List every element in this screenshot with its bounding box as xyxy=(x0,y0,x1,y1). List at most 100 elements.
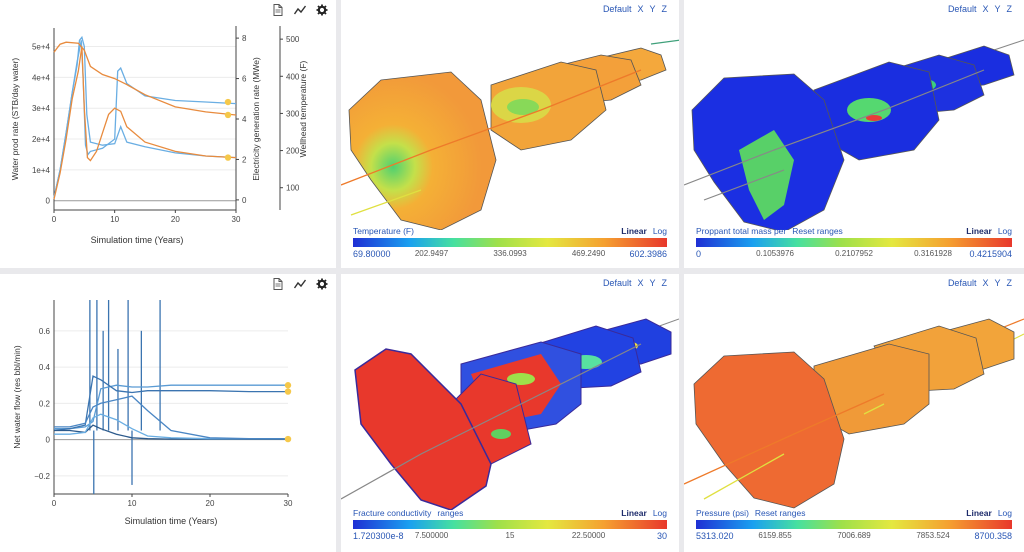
y-axis-title: Water prod rate (STB/day water) xyxy=(10,58,20,181)
x-tick-label: 30 xyxy=(284,499,293,508)
view-z-button[interactable]: Z xyxy=(661,4,668,14)
series-line xyxy=(53,46,237,200)
log-scale-button[interactable]: Log xyxy=(997,508,1012,518)
reset-ranges-button[interactable]: Reset ranges xyxy=(754,508,806,518)
view-controls: Default X Y Z xyxy=(603,278,667,288)
series-end-marker xyxy=(284,382,292,389)
colorbar-tick: 7.500000 xyxy=(414,531,449,540)
proppant-fracture-scene[interactable] xyxy=(684,0,1024,230)
temperature-fracture-scene[interactable] xyxy=(341,0,679,230)
x-tick-label: 0 xyxy=(52,499,57,508)
colorbar-title: Proppant total mass per xyxy=(696,226,787,236)
tertiary-tick-label: 500 xyxy=(286,35,300,44)
colorbar-gradient xyxy=(696,238,1012,247)
tertiary-tick-label: 100 xyxy=(286,184,300,193)
secondary-tick-label: 0 xyxy=(242,196,247,205)
series-line xyxy=(53,41,237,116)
view-default-button[interactable]: Default xyxy=(602,278,632,288)
colorbar-tick: 202.9497 xyxy=(414,249,449,258)
line-chart-icon[interactable] xyxy=(294,278,306,290)
log-scale-button[interactable]: Log xyxy=(997,226,1012,236)
series-line xyxy=(53,375,288,432)
series-line xyxy=(54,424,288,440)
log-scale-button[interactable]: Log xyxy=(652,226,667,236)
view-x-button[interactable]: X xyxy=(982,4,989,14)
view-default-button[interactable]: Default xyxy=(602,4,632,14)
document-icon[interactable] xyxy=(272,278,284,290)
x-tick-label: 30 xyxy=(232,215,241,224)
colorbar-tick: 0.2107952 xyxy=(835,249,873,258)
view-y-button[interactable]: Y xyxy=(994,4,1001,14)
view-x-button[interactable]: X xyxy=(637,278,644,288)
view-y-button[interactable]: Y xyxy=(994,278,1001,288)
chart-toolbar xyxy=(272,278,328,290)
linear-scale-button[interactable]: Linear xyxy=(621,226,647,236)
conductivity-3d-view[interactable]: Default X Y Z Fracture conductivity rang… xyxy=(341,274,679,552)
line-chart-icon[interactable] xyxy=(294,4,306,16)
y-tick-label: 3e+4 xyxy=(32,104,51,113)
series-end-marker xyxy=(284,388,292,395)
linear-scale-button[interactable]: Linear xyxy=(966,508,992,518)
x-axis-title: Simulation time (Years) xyxy=(125,516,218,526)
log-scale-button[interactable]: Log xyxy=(652,508,667,518)
colorbar-tick: 336.0993 xyxy=(493,249,527,258)
view-z-button[interactable]: Z xyxy=(1006,4,1013,14)
view-z-button[interactable]: Z xyxy=(661,278,668,288)
colorbar-min: 1.720300e-8 xyxy=(353,531,404,541)
pressure-fracture-scene[interactable] xyxy=(684,274,1024,510)
view-y-button[interactable]: Y xyxy=(649,4,656,14)
y-tick-label: 0.4 xyxy=(39,363,51,372)
production-chart: 01e+42e+43e+44e+45e+40246810020030040050… xyxy=(10,26,308,245)
view-z-button[interactable]: Z xyxy=(1006,278,1013,288)
gear-icon[interactable] xyxy=(316,278,328,290)
net-water-flow-chart-panel: −0.2 0 0.2 0.4 0.6 0 10 20 30 Simulation time (Ye… xyxy=(0,274,336,552)
y-tick-label: 0 xyxy=(46,197,51,206)
document-icon[interactable] xyxy=(272,4,284,16)
x-axis-title: Simulation time (Years) xyxy=(91,235,184,245)
colorbar-tick: 7853.524 xyxy=(916,531,950,540)
tertiary-axis-title: Wellhead temperature (F) xyxy=(298,60,308,157)
linear-scale-button[interactable]: Linear xyxy=(966,226,992,236)
x-tick-label: 10 xyxy=(128,499,137,508)
colorbar-min: 0 xyxy=(696,249,702,259)
colorbar-tick: 22.50000 xyxy=(571,531,606,540)
y-tick-label: 5e+4 xyxy=(32,43,51,52)
series-line xyxy=(53,40,237,198)
x-tick-label: 20 xyxy=(206,499,215,508)
temperature-colorbar: Temperature (F) Linear Log 69.80000 202.… xyxy=(353,226,667,261)
y-tick-label: 4e+4 xyxy=(32,73,51,82)
view-controls: Default X Y Z xyxy=(603,4,667,14)
series-line xyxy=(54,395,288,440)
view-controls: Default X Y Z xyxy=(948,4,1012,14)
x-tick-label: 0 xyxy=(52,215,57,224)
view-y-button[interactable]: Y xyxy=(649,278,656,288)
view-x-button[interactable]: X xyxy=(982,278,989,288)
temperature-3d-view[interactable]: Default X Y Z Temperature (F) Linear Log… xyxy=(341,0,679,268)
colorbar-min: 69.80000 xyxy=(353,249,391,259)
x-tick-label: 10 xyxy=(110,215,119,224)
colorbar-tick: 6159.855 xyxy=(758,531,792,540)
gear-icon[interactable] xyxy=(316,4,328,16)
y-tick-label: −0.2 xyxy=(34,472,50,481)
series-end-marker xyxy=(224,98,232,106)
conductivity-colorbar: Fracture conductivity ranges Linear Log … xyxy=(353,508,667,543)
x-tick-label: 20 xyxy=(171,215,180,224)
colorbar-tick: 469.2490 xyxy=(571,249,606,258)
colorbar-title: Pressure (psi) xyxy=(696,508,749,518)
conductivity-fracture-scene[interactable] xyxy=(341,274,679,510)
secondary-tick-label: 2 xyxy=(242,155,247,164)
view-default-button[interactable]: Default xyxy=(947,278,977,288)
colorbar-title: Temperature (F) xyxy=(353,226,414,236)
reset-ranges-button[interactable]: Reset ranges xyxy=(792,226,843,236)
proppant-3d-view[interactable]: Default X Y Z Proppant total mass per Re… xyxy=(684,0,1024,268)
view-x-button[interactable]: X xyxy=(637,4,644,14)
pressure-3d-view[interactable]: Default X Y Z Pressure (psi) Reset range… xyxy=(684,274,1024,552)
colorbar-tick: 15 xyxy=(505,531,515,540)
colorbar-min: 5313.020 xyxy=(696,531,734,541)
tertiary-tick-label: 400 xyxy=(286,72,300,81)
view-default-button[interactable]: Default xyxy=(947,4,977,14)
linear-scale-button[interactable]: Linear xyxy=(621,508,647,518)
reset-ranges-button[interactable]: ranges xyxy=(437,508,464,518)
secondary-tick-label: 4 xyxy=(242,115,247,124)
colorbar-gradient xyxy=(353,520,667,529)
